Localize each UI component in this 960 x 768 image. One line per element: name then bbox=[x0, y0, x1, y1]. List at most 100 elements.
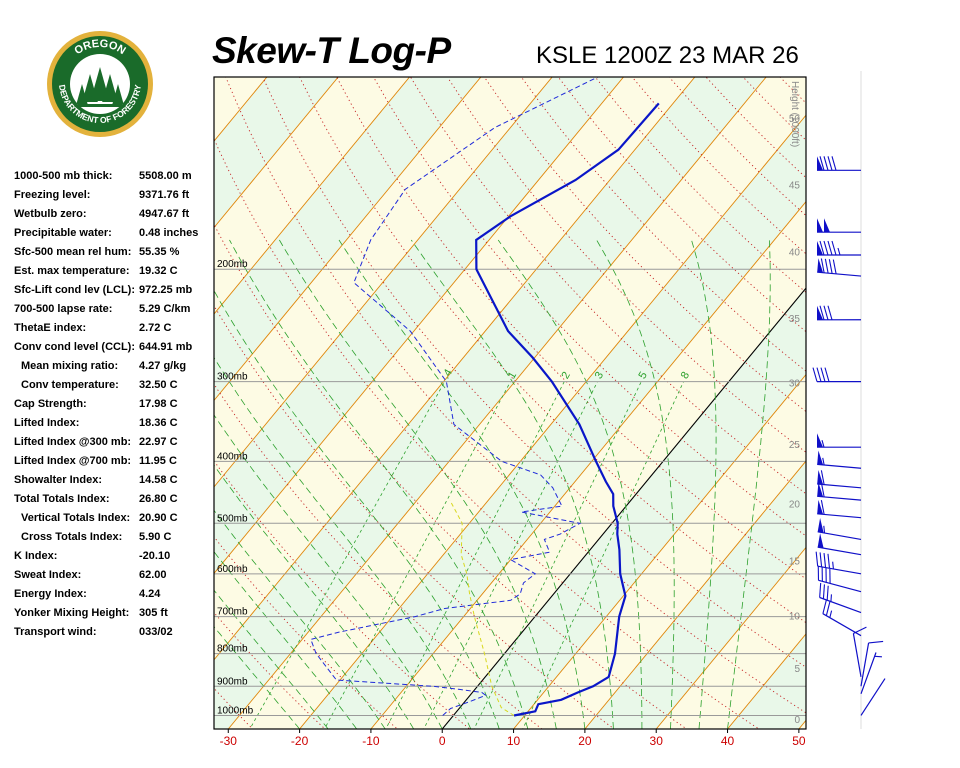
index-value: 17.98 C bbox=[139, 398, 178, 410]
height-tick-label: 10 bbox=[789, 611, 801, 622]
index-value: -20.10 bbox=[139, 550, 171, 562]
index-value: 20.90 C bbox=[139, 512, 178, 524]
wind-barb bbox=[812, 367, 862, 383]
moist-adiabat bbox=[214, 414, 443, 729]
index-value: 305 ft bbox=[139, 607, 168, 619]
barb-shaft bbox=[860, 678, 886, 716]
isotherm-band bbox=[0, 48, 148, 742]
moist-adiabat bbox=[214, 464, 415, 729]
mixing-ratio-label: 8 bbox=[679, 370, 692, 381]
barb-full bbox=[868, 640, 884, 644]
barb-full bbox=[819, 305, 825, 320]
wind-barb bbox=[817, 565, 862, 593]
index-row: K Index: -20.10 bbox=[14, 548, 214, 567]
index-row: Sweat Index: 62.00 bbox=[14, 567, 214, 586]
isobar-label: 800mb bbox=[217, 644, 248, 655]
index-row: Transport wind: 033/02 bbox=[14, 624, 214, 643]
barb-shaft bbox=[819, 596, 862, 614]
wind-barb bbox=[817, 258, 862, 277]
index-row: Lifted Index @700 mb: 11.95 C bbox=[14, 453, 214, 472]
height-axis-label: Height (1000ft) bbox=[789, 81, 800, 147]
dry-adiabat bbox=[214, 304, 615, 729]
x-tick-label: 0 bbox=[439, 734, 446, 748]
barb-shaft bbox=[817, 463, 862, 469]
index-label: Energy Index: bbox=[14, 588, 87, 600]
x-tick-label: 30 bbox=[650, 734, 664, 748]
index-value: 4947.67 ft bbox=[139, 208, 190, 220]
index-row: Conv temperature: 32.50 C bbox=[14, 377, 214, 396]
barb-flag bbox=[817, 305, 823, 320]
barb-shaft bbox=[817, 513, 862, 519]
index-label: 700-500 lapse rate: bbox=[14, 303, 113, 315]
isotherm-line bbox=[214, 77, 553, 488]
barb-full bbox=[822, 599, 827, 614]
index-label: Showalter Index: bbox=[14, 474, 103, 486]
barb-full bbox=[812, 367, 818, 382]
dry-adiabat bbox=[788, 48, 960, 742]
barb-shaft bbox=[860, 652, 877, 695]
barb-full bbox=[823, 156, 829, 171]
barb-full bbox=[819, 552, 823, 567]
wind-barb bbox=[860, 678, 886, 716]
barb-full bbox=[820, 470, 825, 485]
index-value: 972.25 mb bbox=[139, 284, 193, 296]
barb-full bbox=[828, 259, 833, 274]
dry-adiabat bbox=[214, 687, 254, 729]
index-row: Freezing level: 9371.76 ft bbox=[14, 187, 214, 206]
barb-shaft bbox=[817, 546, 862, 556]
logo-tree-icon bbox=[112, 84, 124, 104]
barb-full bbox=[831, 156, 837, 171]
wind-barb bbox=[860, 652, 882, 695]
logo-top-text: OREGON bbox=[72, 38, 127, 57]
barb-half bbox=[821, 440, 825, 448]
logo-tree-icon bbox=[102, 74, 118, 102]
moist-adiabat bbox=[596, 239, 675, 729]
moist-adiabat bbox=[229, 239, 529, 729]
wind-barb bbox=[817, 450, 862, 469]
index-value: 5.29 C/km bbox=[139, 303, 191, 315]
dry-adiabat bbox=[824, 48, 960, 742]
barb-flag bbox=[817, 450, 824, 465]
index-label: Lifted Index @700 mb: bbox=[14, 455, 132, 467]
index-value: 033/02 bbox=[139, 626, 173, 638]
isotherm-line bbox=[214, 77, 482, 402]
barb-flag bbox=[817, 241, 823, 255]
barb-half bbox=[829, 610, 833, 618]
mixing-ratio-label: 1 bbox=[506, 370, 519, 381]
height-tick-label: 35 bbox=[789, 314, 801, 325]
mixing-ratio-line bbox=[324, 381, 511, 729]
barb-half bbox=[832, 561, 834, 570]
isotherm-band bbox=[214, 77, 767, 729]
index-row: Lifted Index @300 mb: 22.97 C bbox=[14, 434, 214, 453]
mixing-ratio-line bbox=[385, 381, 565, 729]
barb-flag bbox=[817, 433, 823, 448]
index-label: Mean mixing ratio: bbox=[21, 360, 119, 372]
svg-text:OREGON: OREGON bbox=[72, 38, 127, 57]
moist-adiabat bbox=[497, 239, 643, 729]
index-row: 1000-500 mb thick: 5508.00 m bbox=[14, 168, 214, 187]
dry-adiabat bbox=[225, 77, 806, 714]
barb-half bbox=[837, 247, 841, 256]
isotherm-line bbox=[860, 48, 960, 742]
barb-full bbox=[827, 305, 833, 320]
barb-full bbox=[823, 305, 829, 320]
wind-barb bbox=[819, 582, 862, 614]
barb-flag bbox=[817, 482, 824, 497]
index-label: Freezing level: bbox=[14, 189, 91, 201]
parcel-trace bbox=[449, 499, 515, 716]
index-label: ThetaE index: bbox=[14, 322, 87, 334]
height-tick-label: 40 bbox=[789, 247, 801, 258]
index-value: 22.97 C bbox=[139, 436, 178, 448]
wind-barb bbox=[816, 433, 862, 448]
index-row: Total Totals Index: 26.80 C bbox=[14, 491, 214, 510]
barb-shaft bbox=[822, 613, 862, 637]
index-label: Sfc-500 mean rel hum: bbox=[14, 246, 132, 258]
barb-shaft bbox=[817, 565, 862, 575]
plot-area bbox=[0, 48, 960, 742]
index-label: K Index: bbox=[14, 550, 58, 562]
moist-adiabat bbox=[214, 289, 500, 729]
index-row: Yonker Mixing Height: 305 ft bbox=[14, 605, 214, 624]
index-value: 4.24 bbox=[139, 588, 161, 600]
index-value: 9371.76 ft bbox=[139, 189, 190, 201]
